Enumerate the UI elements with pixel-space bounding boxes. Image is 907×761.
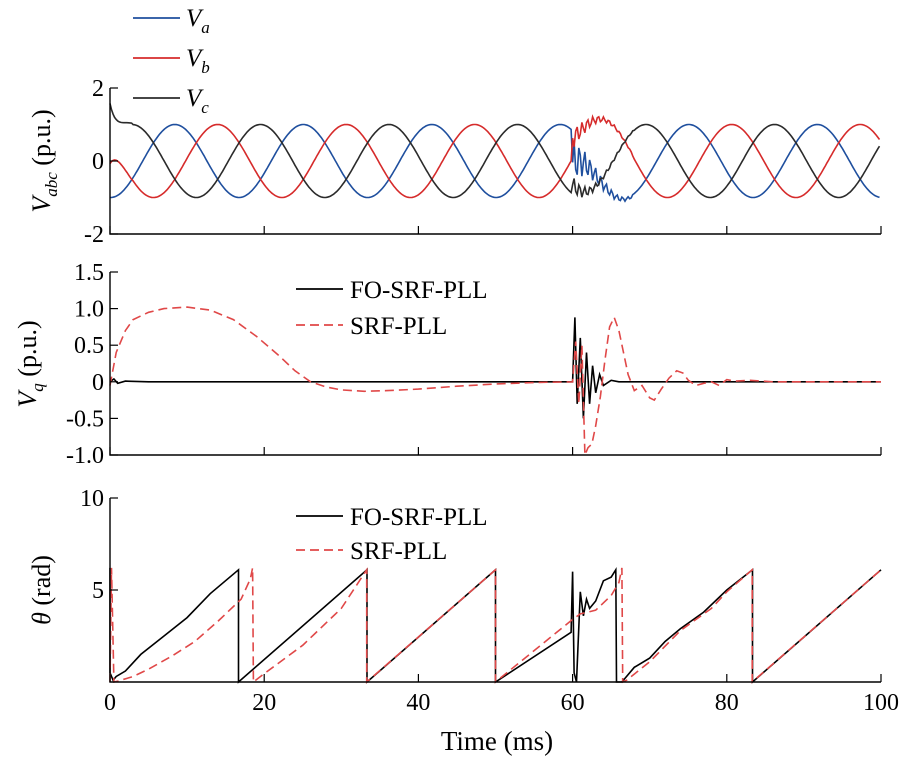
legend-label-srf-pll: SRF-PLL [350, 538, 447, 565]
panel-theta: 5 10 0 20 40 60 80 100 FO-SRF-PLL SRF-PLL θ (r… [27, 486, 899, 756]
y-tick-label: 0 [92, 370, 104, 396]
legend-label-fo-srf-pll: FO-SRF-PLL [350, 504, 488, 531]
vabc-plot-area [109, 103, 881, 203]
y-tick-label: -1.0 [66, 443, 104, 469]
y-tick-label: 10 [80, 486, 104, 512]
x-tick-label: 60 [561, 690, 585, 716]
vabc-axes-frame [109, 88, 881, 235]
theta-y-axis-label: θ (rad) [27, 555, 56, 625]
series-line-va [110, 123, 880, 203]
y-tick-label: 0.5 [74, 333, 104, 359]
panel-vq: -1.0 -0.5 0 0.5 1.0 1.5 FO-SRF-PLL SRF-PLL Vq… [13, 260, 882, 469]
y-tick-label: 1.0 [74, 297, 104, 323]
theta-plot-area [109, 567, 882, 684]
vq-plot-area [109, 306, 881, 456]
series-line-srf-pll [109, 567, 882, 684]
series-line-srf-pll [109, 306, 881, 456]
x-tick-label: 100 [863, 690, 899, 716]
theta-x-ticks: 0 20 40 60 80 100 [104, 674, 899, 716]
y-tick-label: 5 [92, 578, 104, 604]
x-axis-label: Time (ms) [441, 726, 553, 756]
vq-x-ticks [109, 447, 882, 455]
legend-label-fo-srf-pll: FO-SRF-PLL [350, 277, 488, 304]
y-tick-label: 1.5 [74, 260, 104, 286]
series-line-fo-srf-pll [109, 317, 881, 419]
vq-axes-frame [109, 272, 881, 456]
vabc-y-axis-label: Vabc (p.u.) [27, 109, 61, 212]
panel-vabc: -2 0 2 Va Vb Vc Vabc (p.u.) [27, 5, 882, 248]
vabc-y-ticks: -2 0 2 [84, 76, 118, 248]
vabc-legend: Va Vb Vc [133, 5, 210, 117]
x-tick-label: 80 [715, 690, 739, 716]
vq-y-ticks: -1.0 -0.5 0 0.5 1.0 1.5 [66, 260, 118, 469]
vq-legend: FO-SRF-PLL SRF-PLL [296, 277, 488, 340]
y-tick-label: 0 [92, 149, 104, 175]
theta-y-ticks: 5 10 [80, 486, 118, 604]
legend-label-vc: Vc [186, 85, 209, 117]
vabc-x-ticks [109, 226, 882, 234]
theta-legend: FO-SRF-PLL SRF-PLL [296, 504, 488, 565]
legend-label-va: Va [186, 5, 210, 37]
y-tick-label: -2 [84, 222, 104, 248]
legend-label-srf-pll: SRF-PLL [350, 313, 447, 340]
series-line-vc [109, 103, 881, 199]
vq-y-axis-label: Vq (p.u.) [13, 320, 47, 407]
series-line-fo-srf-pll [109, 567, 882, 684]
x-tick-label: 0 [104, 690, 116, 716]
legend-label-vb: Vb [186, 45, 210, 77]
x-tick-label: 20 [252, 690, 276, 716]
y-tick-label: 2 [92, 76, 104, 102]
x-tick-label: 40 [406, 690, 430, 716]
series-line-vb [109, 114, 881, 199]
y-tick-label: -0.5 [66, 406, 104, 432]
